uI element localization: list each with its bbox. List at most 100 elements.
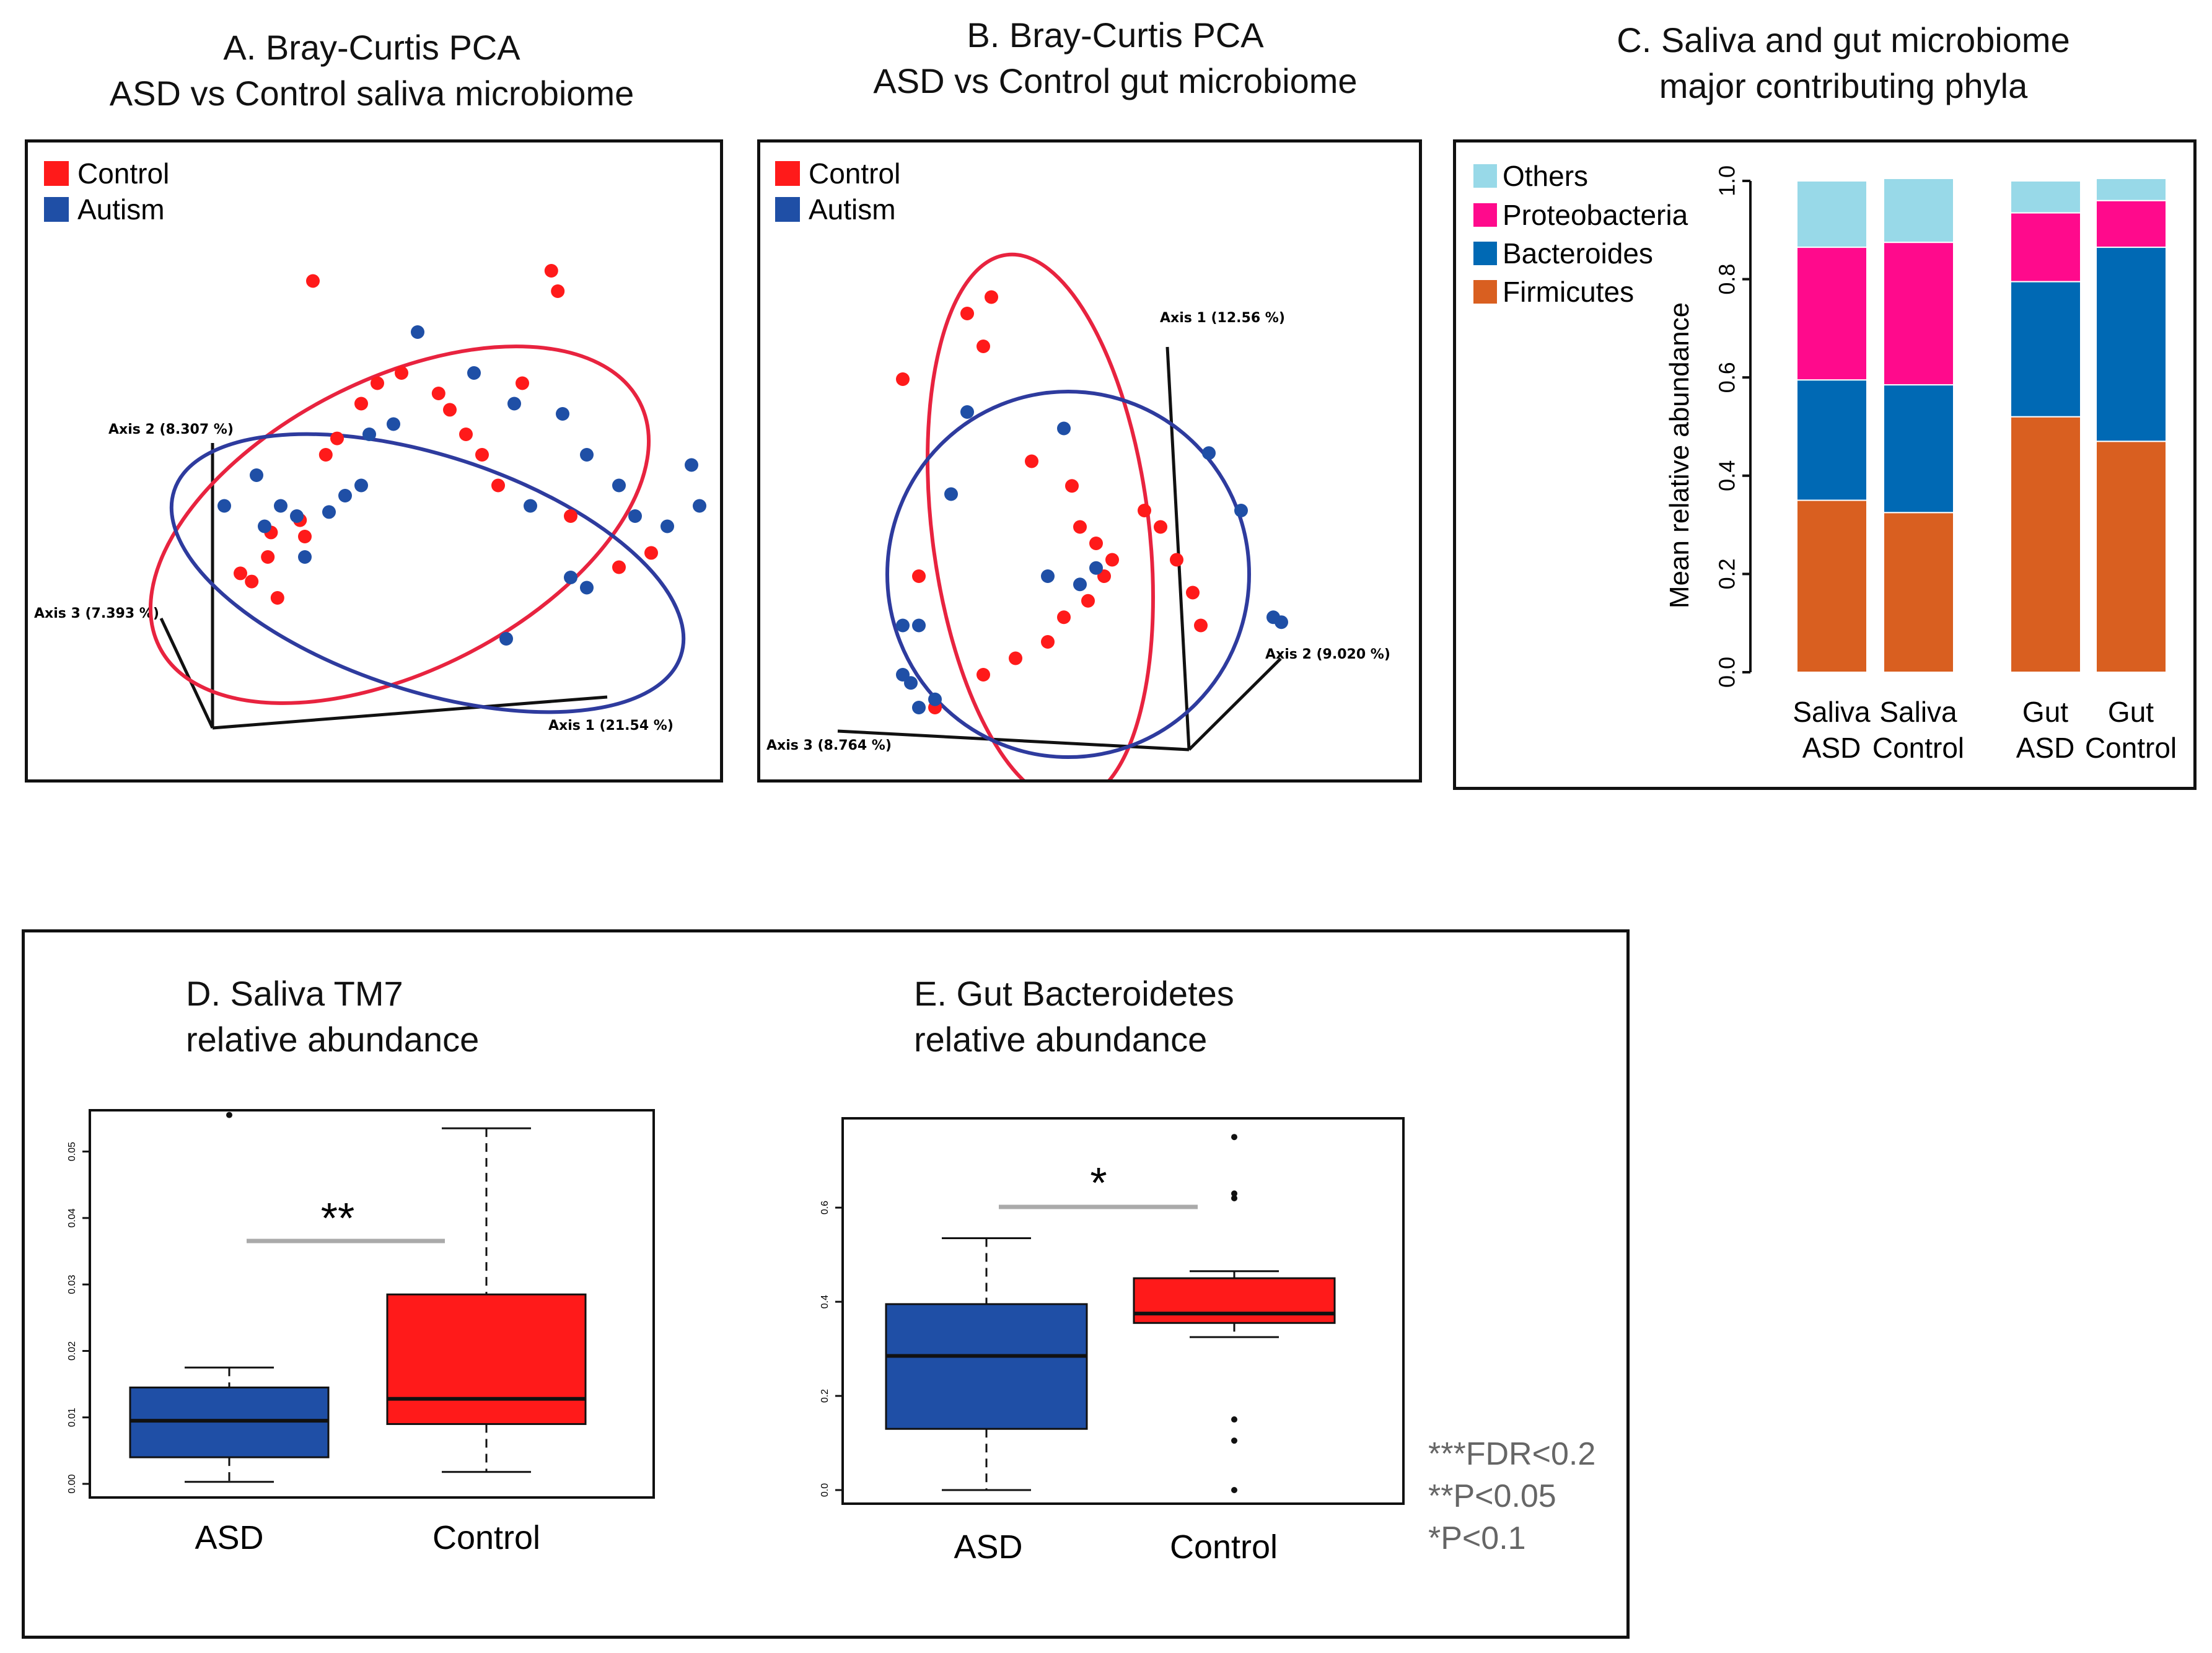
y-tick-label-2: 0.4	[1714, 460, 1740, 491]
legend-swatch-control	[44, 161, 69, 186]
bar-saliva-control-bacteroides	[1883, 384, 1954, 514]
point-control-13	[1009, 651, 1022, 665]
e-plot-control-outlier-4	[1231, 1190, 1237, 1197]
point-autism-5	[1041, 569, 1055, 583]
point-autism-2	[258, 519, 271, 533]
point-control-21	[644, 546, 658, 560]
point-control-12	[1041, 635, 1055, 649]
legend-label-autism: Autism	[77, 193, 165, 226]
point-autism-19	[661, 519, 674, 533]
panel-b-title-line1: B. Bray-Curtis PCA	[967, 15, 1264, 55]
panel-c-title-line1: C. Saliva and gut microbiome	[1617, 20, 2070, 59]
d-plot-asd-outlier-0	[226, 1112, 232, 1118]
panel-de-chart: 0.000.010.020.030.040.05 ** ASD Control …	[67, 1109, 1405, 1566]
point-autism-17	[612, 478, 626, 493]
panel-c-frame: Others Proteobacteria Bacteroides Firmic…	[1453, 139, 2197, 790]
point-autism-20	[685, 458, 698, 472]
point-autism-0	[217, 499, 231, 513]
point-control-12	[443, 403, 457, 417]
e-plot-control-outlier-1	[1231, 1437, 1237, 1444]
point-autism-23	[580, 581, 594, 595]
axis-label-axis3: Axis 3 (7.393 %)	[34, 606, 159, 621]
point-control-11	[1057, 610, 1071, 625]
legend-swatch-proteobacteria	[1473, 203, 1497, 227]
point-autism-12	[912, 701, 926, 714]
point-control-0	[960, 307, 974, 320]
panel-c-title-line2: major contributing phyla	[1659, 66, 2028, 105]
point-autism-15	[556, 407, 569, 421]
point-control-20	[612, 560, 626, 574]
point-control-15	[491, 478, 505, 493]
point-control-10	[395, 366, 408, 380]
point-autism-2	[1202, 446, 1216, 460]
point-control-22	[306, 274, 320, 288]
e-plot-y-tick-label-1: 0.2	[820, 1389, 830, 1403]
point-control-3	[896, 372, 910, 386]
bar-saliva-control-proteobacteria	[1883, 242, 1954, 386]
point-control-5	[298, 530, 312, 543]
point-control-16	[1138, 504, 1151, 517]
bar-saliva-control-others	[1883, 178, 1954, 243]
ellipse-autism	[169, 432, 686, 714]
point-autism-14	[524, 499, 537, 513]
x-label-1-0: Saliva	[1879, 696, 1957, 728]
bar-gut-asd-bacteroides	[2010, 281, 2081, 418]
axis-line-vertical	[1165, 346, 1191, 750]
panel-e-title-line2: relative abundance	[914, 1020, 1208, 1059]
legend-swatch-others	[1473, 164, 1497, 188]
e-plot-asd-box	[885, 1303, 1088, 1430]
ellipse-control	[148, 344, 651, 705]
legend-swatch-control	[775, 161, 800, 186]
panel-de-frame: D. Saliva TM7 relative abundance E. Gut …	[22, 929, 1630, 1639]
panel-c-chart: Others Proteobacteria Bacteroides Firmic…	[1473, 160, 2177, 764]
y-tick-label-5: 1.0	[1714, 165, 1740, 196]
x-label-0-1: ASD	[1802, 732, 1861, 764]
bar-gut-control-bacteroides	[2096, 247, 2167, 442]
point-control-1	[977, 340, 990, 353]
point-autism-4	[1234, 504, 1248, 517]
legend-label-proteobacteria: Proteobacteria	[1503, 199, 1688, 231]
panel-b-title: B. Bray-Curtis PCA ASD vs Control gut mi…	[753, 12, 1478, 104]
x-label-1-1: Control	[1872, 732, 1964, 764]
bar-gut-control-others	[2096, 178, 2167, 201]
panel-d-xlabel-asd: ASD	[195, 1519, 263, 1556]
point-control-8	[1105, 553, 1119, 567]
point-autism-4	[290, 509, 304, 523]
point-control-6	[318, 448, 333, 462]
point-autism-13	[928, 692, 942, 706]
point-autism-21	[693, 499, 706, 513]
axis-label-axis3: Axis 3 (8.764 %)	[766, 738, 892, 753]
e-plot-y-tick-label-0: 0.0	[820, 1483, 830, 1497]
point-control-19	[1186, 585, 1200, 600]
d-plot-control-box	[386, 1293, 587, 1425]
panel-b-chart: Control Autism Axis 1 (12.56 %) Axis 2 (…	[766, 157, 1390, 805]
point-control-23	[270, 591, 284, 605]
x-label-2-1: ASD	[2016, 732, 2075, 764]
legend-swatch-autism	[44, 197, 69, 222]
e-plot-y-tick-label-3: 0.6	[820, 1201, 830, 1214]
panel-d-sig-stars: **	[321, 1194, 354, 1242]
point-control-20	[1194, 618, 1208, 633]
d-plot-y-tick-label-2: 0.02	[67, 1341, 77, 1361]
panel-d-title-line1: D. Saliva TM7	[186, 974, 403, 1013]
sig-p01: *P<0.1	[1428, 1520, 1526, 1556]
point-autism-8	[354, 478, 368, 493]
panel-a-title-line2: ASD vs Control saliva microbiome	[109, 74, 634, 113]
legend-swatch-bacteroides	[1473, 242, 1497, 265]
panel-a-title: A. Bray-Curtis PCA ASD vs Control saliva…	[12, 25, 731, 116]
point-control-11	[431, 387, 445, 400]
significance-legend: ***FDR<0.2 **P<0.05 *P<0.1	[1428, 1433, 1595, 1559]
d-plot-y-tick-label-5: 0.05	[67, 1142, 77, 1161]
panel-a-title-line1: A. Bray-Curtis PCA	[223, 28, 520, 67]
legend-label-control: Control	[77, 157, 169, 190]
panel-d-title: D. Saliva TM7 relative abundance	[186, 971, 479, 1063]
point-control-8	[354, 397, 368, 411]
axis-label-axis1: Axis 1 (12.56 %)	[1160, 310, 1285, 326]
point-control-19	[564, 509, 577, 523]
ellipse-autism	[885, 390, 1251, 759]
point-autism-3	[944, 487, 958, 501]
point-autism-12	[467, 366, 481, 380]
bar-gut-asd-others	[2010, 180, 2081, 214]
d-plot-y-tick-label-3: 0.03	[67, 1275, 77, 1294]
point-control-7	[330, 431, 344, 445]
